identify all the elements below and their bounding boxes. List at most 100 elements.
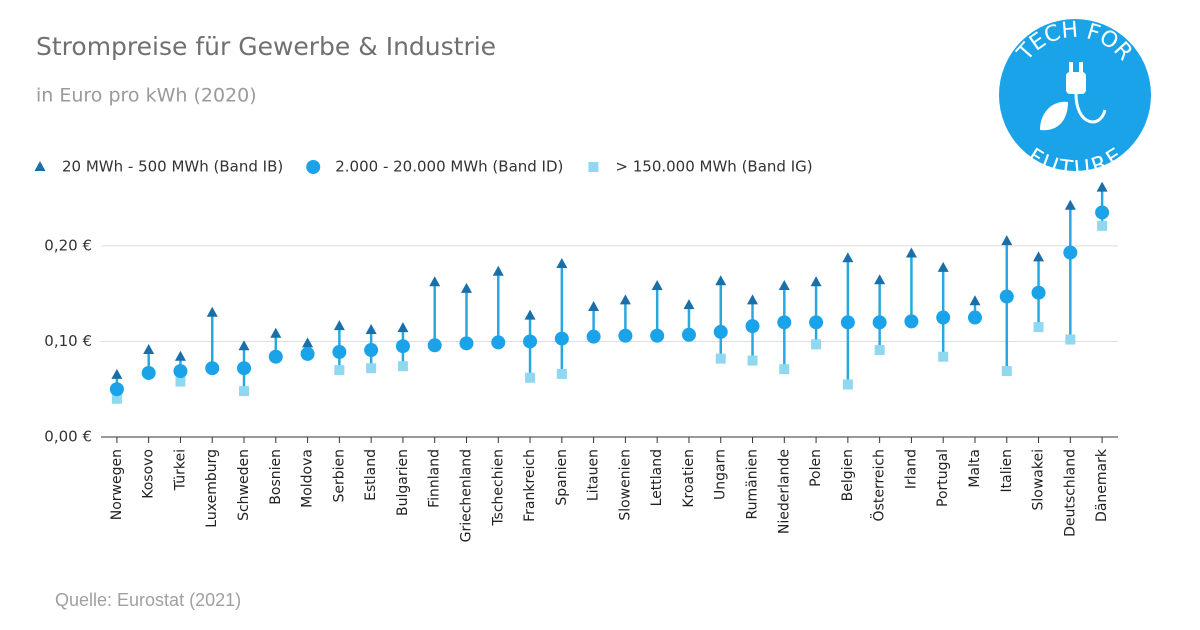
data-point (175, 376, 186, 387)
data-point (937, 261, 949, 272)
data-point (523, 334, 538, 349)
x-tick-label: Finnland (427, 449, 443, 508)
x-tick-label: Belgien (840, 449, 856, 501)
data-point (811, 339, 822, 350)
data-point (459, 336, 474, 351)
data-point (1065, 334, 1076, 345)
logo-cable (1074, 93, 1107, 124)
x-tick-label: Luxemburg (204, 449, 220, 528)
data-point (999, 289, 1014, 304)
x-tick-label: Griechenland (458, 449, 474, 542)
x-tick-label: Kosovo (141, 449, 157, 499)
legend-marker (588, 162, 599, 172)
x-tick-label: Türkei (172, 449, 188, 491)
y-tick-label: 0,10 € (44, 332, 92, 350)
data-point (141, 365, 156, 380)
logo-pin (1069, 62, 1073, 73)
x-tick-label: Polen (808, 449, 824, 487)
data-point (874, 345, 885, 356)
chart-title: Strompreise für Gewerbe & Industrie (36, 32, 496, 61)
data-point (681, 327, 696, 342)
x-tick-label: Ungarn (713, 449, 729, 500)
data-point (1064, 199, 1076, 210)
data-point (842, 252, 854, 263)
legend-marker (306, 160, 321, 174)
x-tick-label: Irland (903, 449, 919, 489)
data-point (395, 339, 410, 354)
data-point (715, 353, 726, 364)
data-point (556, 368, 567, 379)
x-tick-label: Portugal (935, 449, 951, 507)
data-point (777, 315, 792, 330)
x-tick-label: Tschechien (490, 449, 506, 527)
data-point (904, 314, 919, 329)
data-point (1097, 220, 1108, 231)
data-point (840, 315, 855, 330)
data-point (364, 343, 379, 358)
data-point (842, 379, 853, 390)
data-point (1033, 251, 1045, 262)
data-point (525, 372, 536, 383)
logo: TECH FOR FUTURE (999, 18, 1151, 183)
data-point (302, 337, 314, 348)
data-point (969, 295, 981, 306)
data-point (173, 364, 188, 379)
data-point (619, 294, 631, 305)
logo-leaf (1040, 101, 1068, 131)
data-point (174, 350, 186, 361)
data-point (427, 338, 442, 353)
data-point (936, 310, 951, 325)
data-point (429, 276, 441, 287)
x-tick-label: Italien (999, 449, 1015, 492)
data-point (872, 315, 887, 330)
x-tick-label: Spanien (554, 449, 570, 506)
x-tick-label: Litauen (586, 449, 602, 501)
x-tick-label: Bosnien (268, 449, 284, 505)
data-point (205, 361, 220, 376)
data-point (651, 280, 663, 291)
x-tick-label: Rumänien (745, 449, 761, 519)
data-point (556, 258, 568, 269)
data-point (554, 331, 569, 346)
logo-pin (1079, 62, 1083, 73)
x-tick-label: Slowenien (617, 449, 633, 521)
legend-marker (34, 161, 46, 171)
data-point (618, 328, 633, 343)
data-point (239, 386, 250, 397)
data-point (460, 282, 472, 293)
data-point (268, 349, 283, 364)
data-point (713, 324, 728, 339)
data-point (366, 363, 377, 374)
x-tick-label: Lettland (649, 449, 665, 506)
x-tick-label: Malta (967, 449, 983, 488)
x-tick-label: Niederlande (776, 449, 792, 534)
data-point (747, 294, 759, 305)
data-point (332, 344, 347, 359)
y-tick-label: 0,00 € (44, 428, 92, 446)
data-point (206, 306, 218, 317)
x-tick-label: Estland (363, 449, 379, 501)
data-point (1001, 235, 1013, 246)
data-point (650, 328, 665, 343)
data-point (586, 329, 601, 344)
data-point (111, 368, 123, 379)
data-point (334, 365, 345, 376)
data-point (492, 265, 504, 276)
data-point (1096, 181, 1108, 192)
y-tick-label: 0,20 € (44, 236, 92, 254)
data-point (237, 361, 252, 376)
x-tick-label: Slowakei (1031, 449, 1047, 510)
data-point (1033, 322, 1044, 333)
data-point (967, 310, 982, 325)
x-tick-label: Österreich (870, 449, 888, 521)
data-point (143, 344, 155, 355)
x-tick-label: Schweden (236, 449, 252, 521)
x-tick-label: Frankreich (522, 449, 538, 522)
data-point (588, 301, 600, 312)
data-point (1031, 285, 1046, 300)
data-point (333, 320, 345, 331)
data-point (491, 335, 506, 350)
source: Quelle: Eurostat (2021) (55, 590, 241, 610)
data-point (810, 276, 822, 287)
